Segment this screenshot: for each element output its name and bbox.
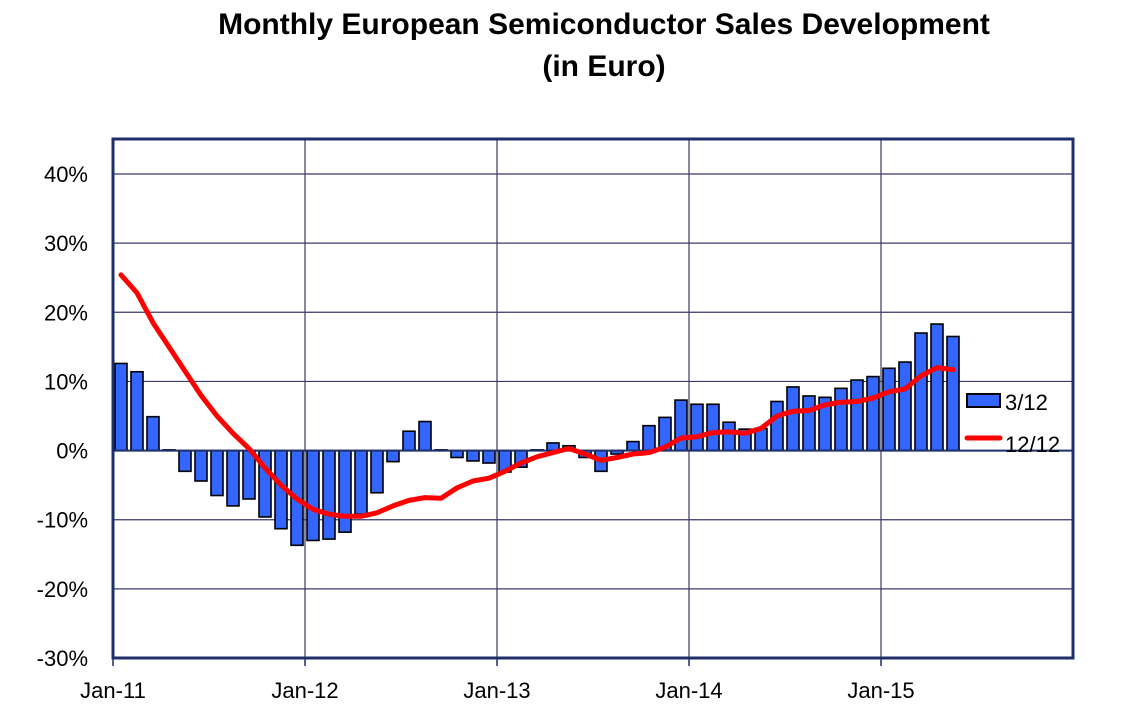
y-tick-label: -30% — [37, 646, 88, 671]
bar — [306, 449, 320, 542]
chart-title: Monthly European Semiconductor Sales Dev… — [218, 8, 990, 41]
bar — [226, 449, 240, 507]
bar — [130, 370, 144, 452]
bar — [466, 449, 480, 462]
plot-frame — [111, 137, 1075, 660]
legend-swatch-bar — [966, 393, 1001, 408]
bar — [722, 421, 736, 452]
legend: 3/12 12/12 — [964, 390, 1060, 457]
bar — [914, 332, 928, 452]
gridlines — [112, 139, 1073, 666]
x-axis-ticks: Jan-11 Jan-12 Jan-13 Jan-14 Jan-15 — [80, 678, 914, 703]
x-tick-label: Jan-11 — [80, 678, 146, 703]
y-tick-label: 0% — [56, 439, 88, 464]
x-tick-label: Jan-12 — [271, 678, 338, 703]
bar — [450, 449, 464, 459]
bar-series — [114, 323, 960, 547]
line-series-12-12 — [118, 272, 956, 519]
bar — [834, 387, 848, 452]
bar — [114, 362, 128, 452]
y-axis-ticks: 40% 30% 20% 10% 0% -10% -20% -30% — [37, 162, 88, 671]
y-tick-label: -10% — [37, 508, 88, 533]
bar — [386, 449, 400, 463]
legend-label-bar: 3/12 — [1005, 390, 1048, 415]
bar — [354, 449, 368, 515]
bar — [402, 430, 416, 452]
y-tick-label: 40% — [44, 162, 88, 187]
y-tick-label: 20% — [44, 300, 88, 325]
bar — [370, 449, 384, 494]
legend-label-line: 12/12 — [1005, 432, 1060, 457]
bar — [642, 424, 656, 452]
bar — [626, 440, 640, 452]
bar — [194, 449, 208, 482]
bar — [898, 361, 912, 452]
bar — [770, 400, 784, 452]
bar — [322, 449, 336, 540]
y-tick-label: -20% — [37, 577, 88, 602]
bar — [210, 449, 224, 497]
bar — [418, 420, 432, 452]
bar — [706, 403, 720, 452]
x-tick-label: Jan-15 — [847, 678, 914, 703]
bar — [690, 403, 704, 452]
y-tick-label: 30% — [44, 231, 88, 256]
bar — [146, 415, 160, 452]
bar — [338, 449, 352, 533]
bar — [802, 395, 816, 452]
bar — [930, 323, 944, 452]
y-tick-label: 10% — [44, 369, 88, 394]
bar — [242, 449, 256, 500]
bar — [850, 379, 864, 452]
x-tick-label: Jan-14 — [655, 678, 722, 703]
bar — [946, 335, 960, 452]
x-tick-label: Jan-13 — [463, 678, 530, 703]
bar — [178, 449, 192, 473]
chart-subtitle: (in Euro) — [542, 50, 666, 83]
bar — [482, 449, 496, 464]
bar — [866, 375, 880, 452]
bar — [882, 367, 896, 452]
bar — [786, 386, 800, 452]
